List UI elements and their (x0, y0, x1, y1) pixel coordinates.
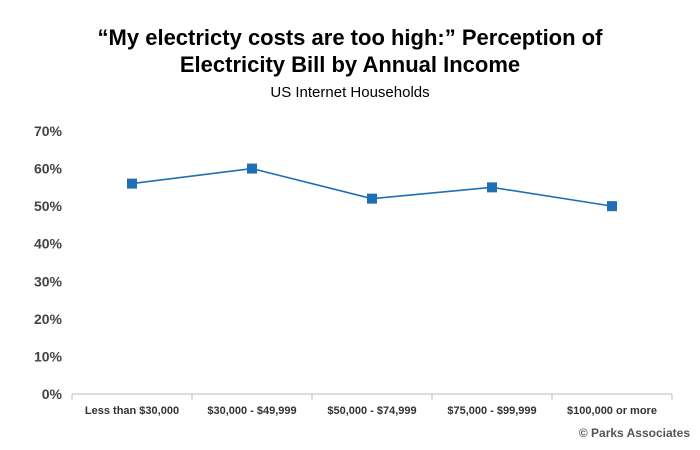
y-tick-label: 0% (42, 386, 63, 402)
x-tick-label: $30,000 - $49,999 (207, 405, 296, 417)
x-tick-label: $75,000 - $99,999 (447, 405, 536, 417)
chart-title-line-2: Electricity Bill by Annual Income (179, 52, 521, 77)
y-tick-label: 40% (34, 236, 63, 252)
y-tick-label: 30% (34, 273, 63, 289)
y-tick-label: 20% (34, 311, 63, 327)
x-tick-label: $50,000 - $74,999 (327, 405, 416, 417)
y-tick-label: 70% (34, 123, 63, 139)
data-point-marker (247, 163, 257, 174)
data-point-marker (127, 178, 137, 189)
y-tick-label: 60% (34, 161, 63, 177)
chart-subtitle: US Internet Households (270, 84, 430, 101)
chart-title-line-1: “My electricty costs are too high:” Perc… (97, 25, 603, 50)
data-point-marker (607, 201, 617, 212)
y-tick-label: 50% (34, 198, 63, 214)
y-tick-label: 10% (34, 348, 63, 364)
data-point-marker (367, 193, 377, 204)
chart-title: “My electricty costs are too high:” Perc… (0, 24, 700, 78)
data-point-marker (487, 182, 497, 193)
x-tick-label: Less than $30,000 (85, 405, 179, 417)
x-tick-label: $100,000 or more (567, 405, 657, 417)
copyright-credit: © Parks Associates (578, 426, 690, 440)
